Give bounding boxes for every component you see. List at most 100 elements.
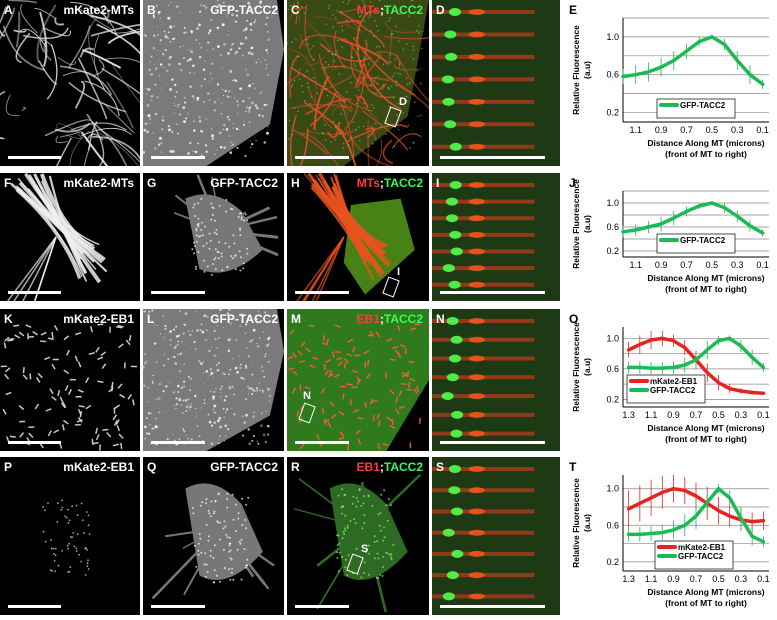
scale-bar: [440, 291, 545, 294]
scale-bar: [8, 156, 61, 159]
legend: GFP-TACC2: [657, 99, 735, 118]
panel-title-segment: GFP-TACC2: [210, 312, 278, 326]
micrograph-image: [432, 309, 560, 451]
scale-bar: [8, 441, 61, 444]
micrograph-image: [432, 173, 560, 301]
x-tick-label: 0.5: [712, 410, 725, 420]
scale-bar: [440, 441, 545, 444]
scale-bar: [295, 156, 349, 159]
x-tick-label: 1.1: [629, 125, 642, 135]
micrograph-image: [143, 457, 284, 615]
panel-title-segment: mKate2-MTs: [64, 3, 134, 17]
inset-box-label: S: [361, 543, 368, 555]
panel-title-segment: MTs: [357, 3, 380, 17]
scale-bar: [151, 291, 205, 294]
y-axis-label: Relative Fluorescence(a.u): [571, 179, 592, 269]
micrograph-image: [0, 309, 140, 451]
scale-bar: [8, 291, 61, 294]
x-tick-label: 0.5: [706, 260, 719, 270]
micrograph-image: [287, 309, 429, 451]
x-axis-label: Distance Along MT (microns)(front of MT …: [647, 587, 764, 608]
x-tick-label: 0.3: [735, 574, 748, 584]
y-axis-label: Relative Fluorescence(a.u): [571, 322, 592, 412]
panel-letter: N: [436, 312, 445, 326]
legend-label: mKate2-EB1: [678, 543, 726, 552]
scale-bar: [295, 441, 349, 444]
micrograph-panel-i: I: [432, 173, 560, 301]
panel-letter: M: [291, 312, 301, 326]
y-tick-label: 1.0: [606, 198, 619, 208]
panel-letter: E: [569, 3, 577, 17]
scale-bar: [8, 605, 61, 608]
scale-bar: [151, 156, 205, 159]
x-axis-label: Distance Along MT (microns)(front of MT …: [647, 138, 764, 159]
x-tick-label: 0.7: [690, 574, 703, 584]
inset-box-label: N: [303, 390, 311, 402]
panel-letter: Q: [147, 460, 156, 474]
x-tick-label: 0.3: [731, 125, 744, 135]
series-gfp-tacc2: [623, 35, 763, 89]
x-tick-label: 0.5: [712, 574, 725, 584]
series-line: [623, 37, 763, 84]
panel-letter: F: [4, 176, 11, 190]
panel-title: GFP-TACC2: [210, 460, 278, 474]
micrograph-panel-q: Q GFP-TACC2: [143, 457, 284, 615]
legend-label: GFP-TACC2: [680, 101, 726, 110]
panel-letter: H: [291, 176, 300, 190]
y-tick-label: 0.2: [606, 246, 619, 256]
panel-letter: P: [4, 460, 12, 474]
panel-title-segment: MTs: [357, 176, 380, 190]
series-gfp-tacc2: [623, 202, 763, 238]
micrograph-image: [143, 0, 284, 166]
series-line: [623, 203, 763, 233]
y-tick-label: 0.6: [606, 222, 619, 232]
panel-title-segment: GFP-TACC2: [210, 460, 278, 474]
legend-label: GFP-TACC2: [680, 236, 726, 245]
panel-letter: K: [4, 312, 13, 326]
micrograph-image: [287, 173, 429, 301]
x-tick-label: 1.1: [629, 260, 642, 270]
micrograph-image: [0, 173, 140, 301]
micrograph-image: [432, 0, 560, 166]
x-tick-label: 0.1: [756, 125, 769, 135]
x-tick-label: 1.1: [645, 410, 658, 420]
x-tick-label: 1.1: [645, 574, 658, 584]
micrograph-image: [287, 0, 429, 166]
micrograph-panel-d: D: [432, 0, 560, 166]
micrograph-image: [432, 457, 560, 615]
panel-title-segment: GFP-TACC2: [210, 3, 278, 17]
panel-title-segment: TACC2: [384, 3, 423, 17]
micrograph-image: [0, 0, 140, 166]
panel-title: mKate2-EB1: [63, 460, 134, 474]
x-tick-label: 0.9: [655, 260, 668, 270]
panel-title-segment: mKate2-EB1: [63, 460, 134, 474]
y-tick-label: 0.2: [606, 394, 619, 404]
panel-letter: R: [291, 460, 300, 474]
panel-letter: C: [291, 3, 300, 17]
scale-bar: [440, 156, 545, 159]
x-tick-label: 0.9: [655, 125, 668, 135]
scale-bar: [151, 441, 205, 444]
panel-title: EB1;TACC2: [357, 312, 423, 326]
panel-title: MTs;TACC2: [357, 3, 423, 17]
x-tick-label: 1.3: [622, 574, 635, 584]
panel-title: mKate2-EB1: [63, 312, 134, 326]
x-tick-label: 0.7: [680, 125, 693, 135]
panel-letter: T: [569, 460, 577, 474]
x-tick-label: 0.5: [706, 125, 719, 135]
y-tick-label: 1.0: [606, 32, 619, 42]
x-tick-label: 1.3: [622, 410, 635, 420]
y-tick-label: 0.6: [606, 70, 619, 80]
